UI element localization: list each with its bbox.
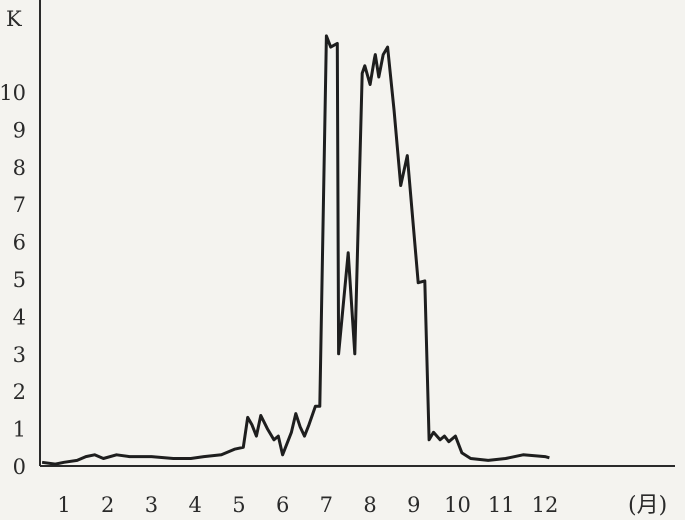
y-tick-label: 8 (13, 156, 26, 180)
x-tick-label: 4 (188, 493, 201, 517)
y-tick-label: 3 (13, 343, 26, 367)
x-tick-label: 11 (488, 493, 515, 517)
y-tick-label: 0 (13, 455, 26, 479)
x-tick-label: 2 (101, 493, 114, 517)
x-tick-label: 7 (320, 493, 333, 517)
x-tick-labels: 1 2 3 4 5 6 7 8 9 10 11 12 (57, 493, 558, 517)
x-tick-label: 3 (145, 493, 158, 517)
x-tick-label: 8 (363, 493, 376, 517)
y-tick-label: 1 (13, 418, 26, 442)
y-tick-label: 7 (13, 193, 26, 217)
y-tick-label: 10 (0, 81, 26, 105)
x-tick-label: 9 (407, 493, 420, 517)
series-line (41, 34, 550, 466)
x-tick-label: 10 (444, 493, 471, 517)
x-tick-label: 12 (532, 493, 559, 517)
y-tick-label: 4 (13, 305, 26, 329)
y-tick-label: 6 (13, 231, 26, 255)
y-tick-label: 5 (13, 268, 26, 292)
x-axis-unit-label: (月) (628, 493, 667, 518)
y-tick-labels: 0 1 2 3 4 5 6 7 8 9 10 (0, 81, 26, 479)
x-tick-label: 1 (57, 493, 70, 517)
x-tick-label: 5 (232, 493, 245, 517)
x-tick-label: 6 (276, 493, 289, 517)
y-tick-label: 9 (13, 118, 26, 142)
y-tick-label: 2 (13, 380, 26, 404)
y-axis-label: K (6, 7, 22, 31)
